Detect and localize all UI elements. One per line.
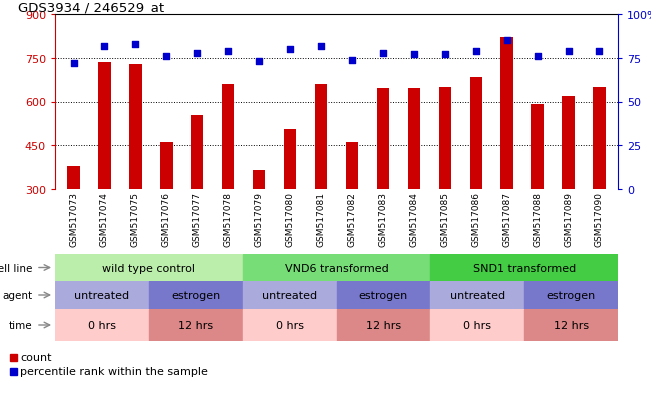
Text: GSM517073: GSM517073 [69, 192, 78, 247]
Point [192, 50, 202, 57]
Point [409, 52, 419, 58]
Text: GSM517090: GSM517090 [595, 192, 604, 247]
Bar [10, 368, 17, 375]
Text: 0 hrs: 0 hrs [88, 320, 116, 330]
Bar [149, 281, 243, 309]
Bar [243, 254, 430, 281]
Text: time: time [9, 320, 33, 330]
Bar [346, 143, 358, 190]
Text: GSM517083: GSM517083 [378, 192, 387, 247]
Text: GSM517075: GSM517075 [131, 192, 140, 247]
Bar [593, 88, 605, 190]
Bar [149, 309, 243, 341]
Text: untreated: untreated [262, 290, 317, 300]
Bar [160, 143, 173, 190]
Point [254, 59, 264, 65]
Point [347, 57, 357, 64]
Bar [222, 85, 234, 190]
Text: GSM517079: GSM517079 [255, 192, 264, 247]
Bar [55, 281, 149, 309]
Text: GSM517088: GSM517088 [533, 192, 542, 247]
Point [501, 38, 512, 45]
Bar [337, 281, 430, 309]
Text: GSM517084: GSM517084 [409, 192, 419, 246]
Point [471, 48, 481, 55]
Point [563, 48, 574, 55]
Bar [55, 254, 243, 281]
Bar [10, 354, 17, 361]
Text: 0 hrs: 0 hrs [464, 320, 492, 330]
Text: GSM517074: GSM517074 [100, 192, 109, 246]
Text: estrogen: estrogen [359, 290, 408, 300]
Text: SND1 transformed: SND1 transformed [473, 263, 575, 273]
Text: percentile rank within the sample: percentile rank within the sample [20, 366, 208, 376]
Text: GSM517085: GSM517085 [440, 192, 449, 247]
Text: 12 hrs: 12 hrs [178, 320, 214, 330]
Bar [430, 254, 618, 281]
Bar [98, 63, 111, 190]
Point [285, 47, 296, 53]
Text: VND6 transformed: VND6 transformed [284, 263, 389, 273]
Bar [253, 171, 266, 190]
Bar [469, 78, 482, 190]
Text: 12 hrs: 12 hrs [553, 320, 589, 330]
Point [130, 41, 141, 48]
Bar [243, 281, 337, 309]
Bar [377, 89, 389, 190]
Bar [67, 166, 79, 190]
Point [100, 43, 110, 50]
Text: GSM517080: GSM517080 [286, 192, 295, 247]
Text: GSM517082: GSM517082 [348, 192, 357, 246]
Bar [430, 309, 524, 341]
Text: GSM517086: GSM517086 [471, 192, 480, 247]
Text: GSM517081: GSM517081 [316, 192, 326, 247]
Point [68, 61, 79, 67]
Text: untreated: untreated [74, 290, 130, 300]
Bar [408, 89, 420, 190]
Text: GSM517077: GSM517077 [193, 192, 202, 247]
Text: GSM517078: GSM517078 [224, 192, 232, 247]
Bar [55, 309, 149, 341]
Bar [130, 64, 142, 190]
Bar [337, 309, 430, 341]
Text: untreated: untreated [450, 290, 505, 300]
Text: cell line: cell line [0, 263, 33, 273]
Bar [501, 38, 513, 190]
Text: 12 hrs: 12 hrs [366, 320, 401, 330]
Point [223, 48, 234, 55]
Bar [191, 115, 204, 190]
Text: GDS3934 / 246529_at: GDS3934 / 246529_at [18, 1, 165, 14]
Bar [524, 281, 618, 309]
Text: estrogen: estrogen [171, 290, 221, 300]
Point [594, 48, 605, 55]
Bar [439, 88, 451, 190]
Text: wild type control: wild type control [102, 263, 195, 273]
Point [161, 54, 172, 60]
Point [378, 50, 388, 57]
Text: estrogen: estrogen [546, 290, 596, 300]
Bar [284, 130, 296, 190]
Text: agent: agent [3, 290, 33, 300]
Text: count: count [20, 352, 51, 362]
Text: 0 hrs: 0 hrs [275, 320, 303, 330]
Bar [531, 105, 544, 190]
Text: GSM517089: GSM517089 [564, 192, 573, 247]
Bar [562, 96, 575, 190]
Bar [430, 281, 524, 309]
Point [316, 43, 326, 50]
Bar [243, 309, 337, 341]
Text: GSM517076: GSM517076 [162, 192, 171, 247]
Text: GSM517087: GSM517087 [502, 192, 511, 247]
Point [533, 54, 543, 60]
Bar [315, 85, 327, 190]
Point [439, 52, 450, 58]
Bar [524, 309, 618, 341]
